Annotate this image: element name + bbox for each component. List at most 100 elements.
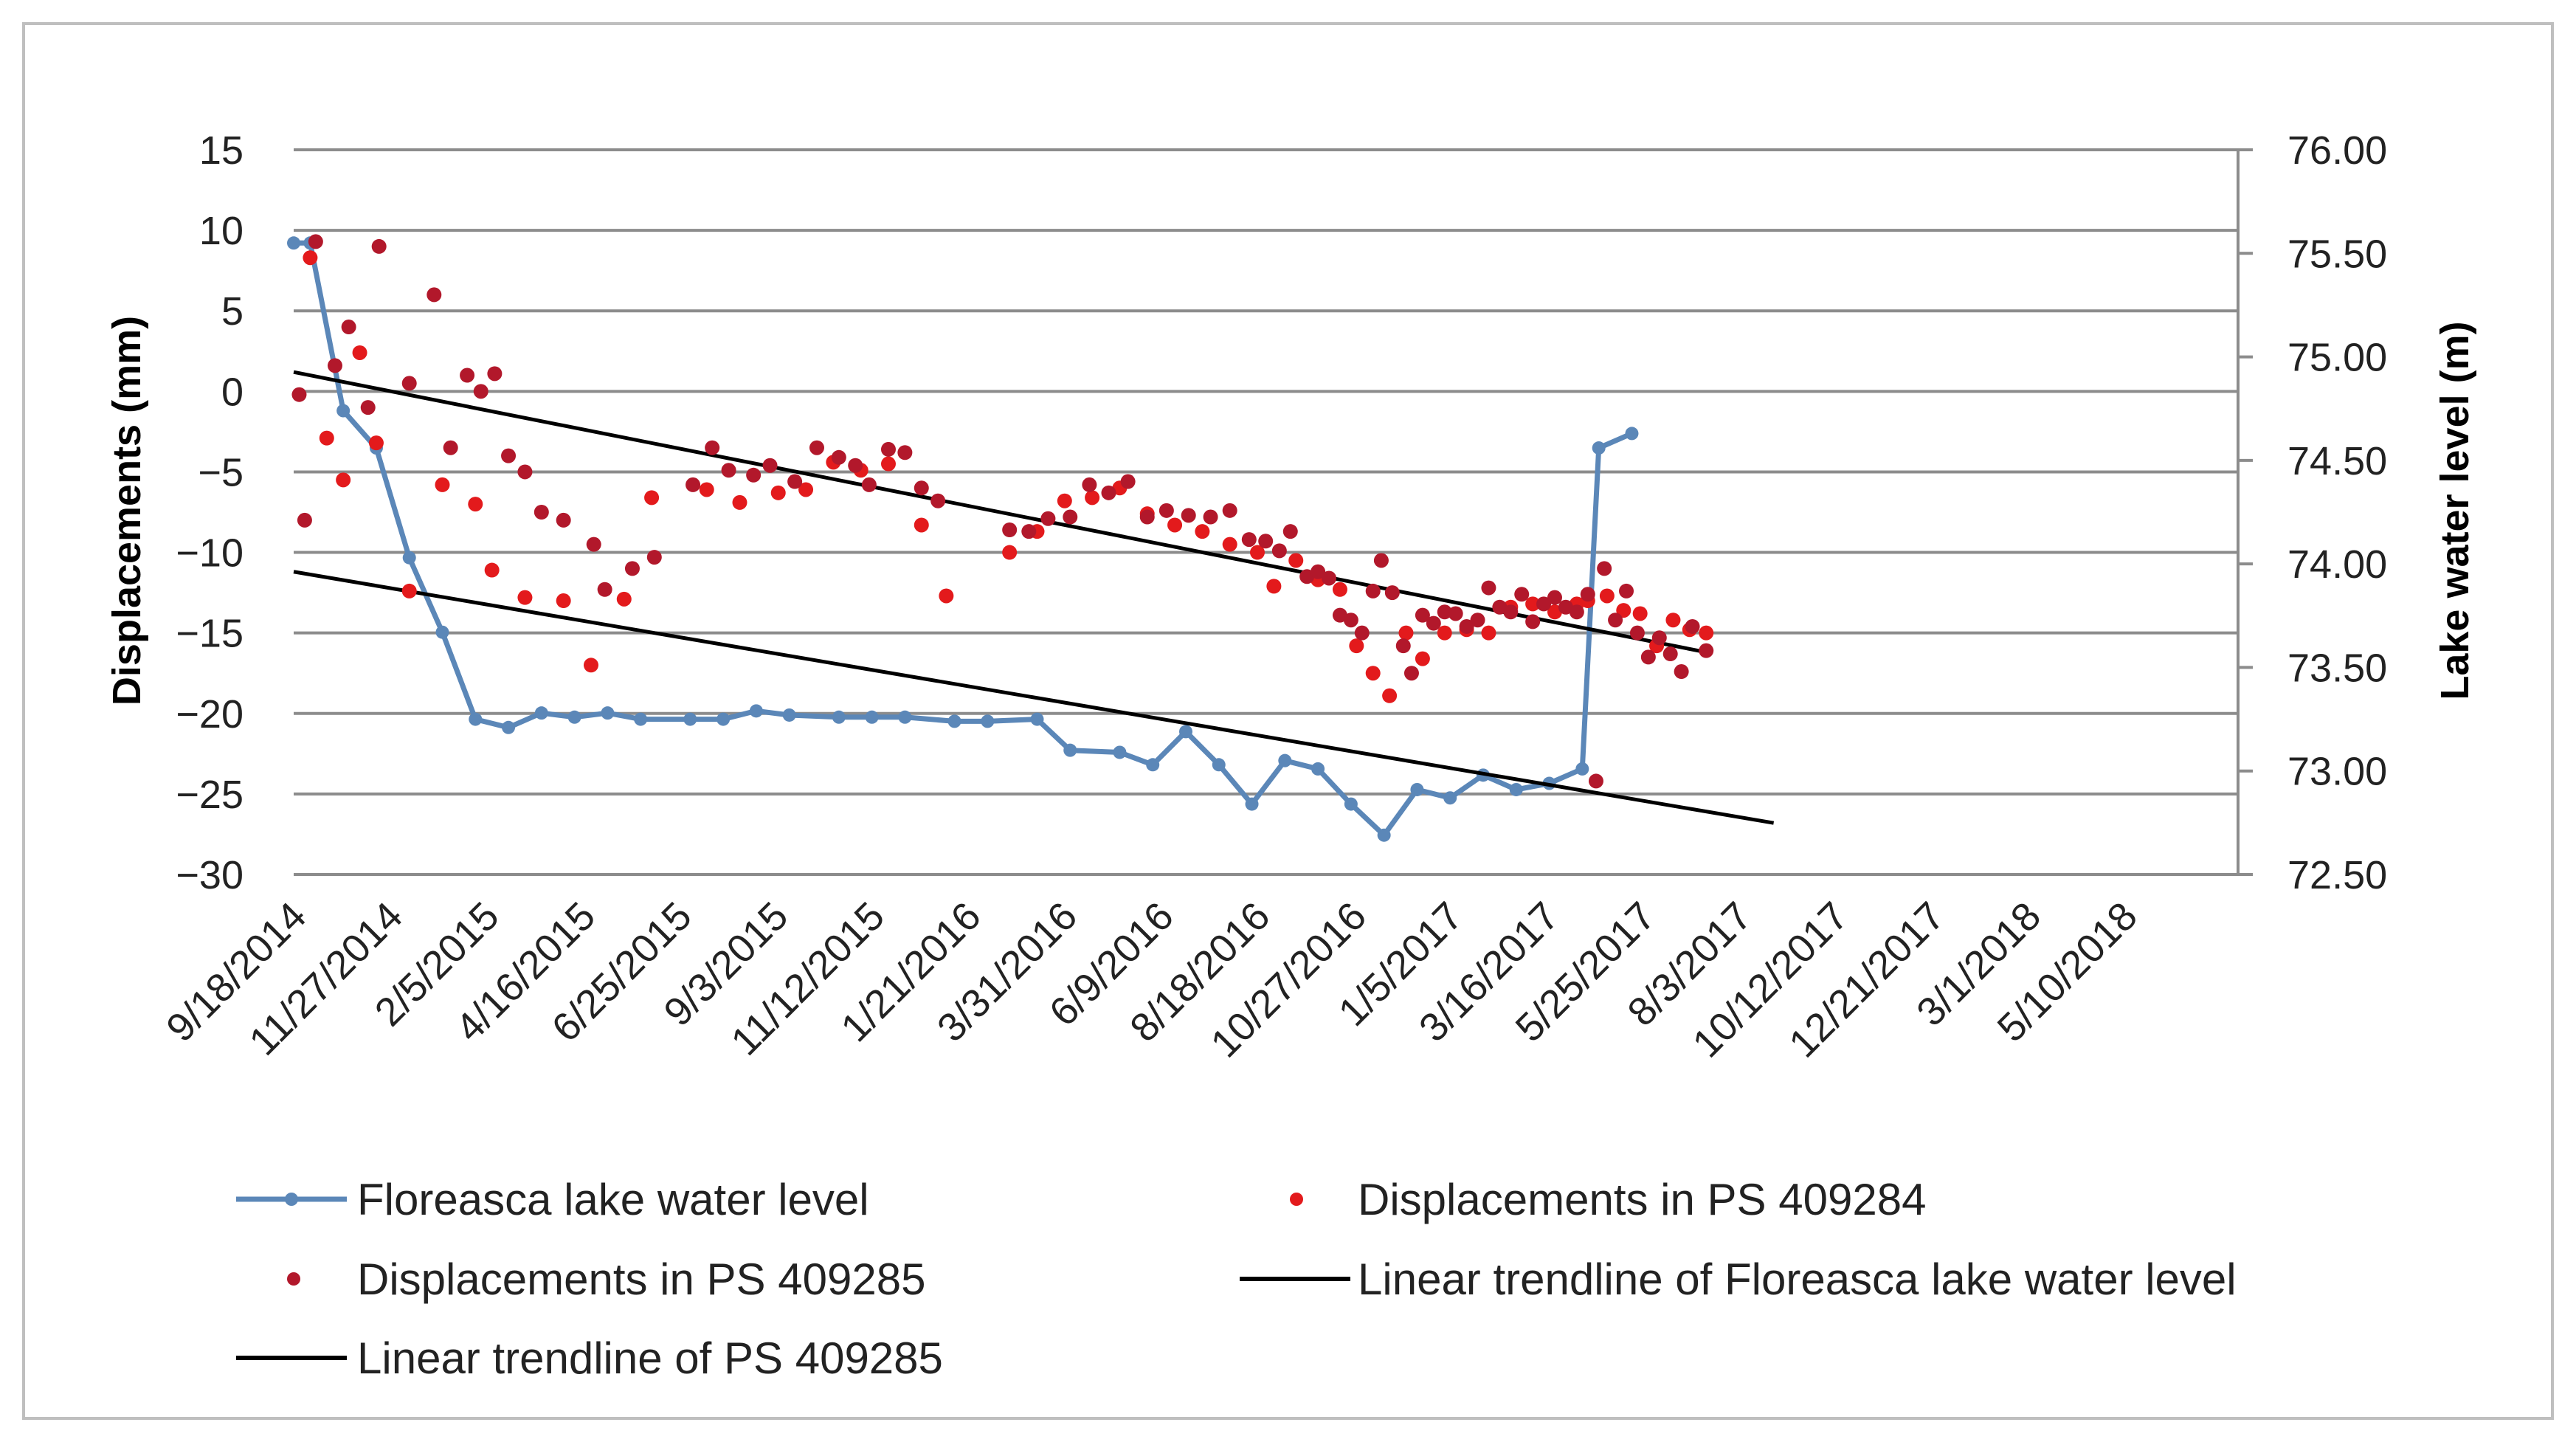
y-right-tick-label: 73.00 — [2287, 750, 2387, 794]
ps-409284-point — [556, 593, 571, 609]
ps-409285-point — [831, 449, 846, 465]
ps-409285-point — [1588, 773, 1603, 789]
ps-409284-point — [368, 435, 384, 451]
water-level-point — [1212, 758, 1226, 772]
ps-409285-point — [1459, 618, 1474, 634]
y-left-tick-label: 15 — [199, 128, 244, 173]
y-axis-left-title: Displacements (mm) — [105, 316, 149, 706]
ps-409285-point — [1343, 613, 1358, 628]
ps-409284-point — [1599, 588, 1615, 604]
ps-409284-point — [699, 482, 714, 497]
ps-409285-point — [1536, 596, 1552, 612]
ps-409285-point — [1082, 477, 1097, 492]
ps-409284-point — [352, 345, 367, 360]
legend-item-ps-409284: Displacements in PS 409284 — [1290, 1175, 1926, 1224]
ps-409285-point — [1395, 638, 1411, 654]
water-level-point — [749, 704, 763, 718]
trendline — [293, 570, 1775, 825]
ps-409285-point — [1437, 604, 1452, 620]
ps-409285-point — [624, 561, 640, 576]
ps-409285-point — [1640, 649, 1656, 665]
ps-409284-point — [336, 472, 351, 488]
ps-409285-point — [686, 477, 701, 492]
ps-409285-point — [1354, 625, 1370, 641]
ps-409284-point — [484, 562, 500, 578]
ps-409285-point — [556, 512, 571, 528]
ps-409285-point — [297, 512, 312, 528]
ps-409284-point — [770, 485, 786, 500]
ps-409285-point — [809, 440, 824, 455]
ps-409285-point — [1674, 664, 1689, 680]
ps-409285-point — [1365, 583, 1381, 598]
legend-swatch-ps-409285 — [287, 1272, 300, 1286]
ps-409285-point — [291, 387, 307, 402]
ps-409284-point — [616, 591, 632, 607]
legend-label-ps-409285: Displacements in PS 409285 — [357, 1255, 925, 1304]
water-level-point — [534, 706, 548, 720]
ps-409285-point — [1503, 604, 1519, 620]
ps-409285-point — [1158, 503, 1174, 518]
gridlines — [294, 148, 2238, 876]
ps-409284-point — [1525, 596, 1541, 612]
ps-409284-point — [1057, 493, 1072, 508]
y-left-tick-label: −15 — [176, 612, 244, 656]
legend-swatch-water-marker — [285, 1193, 298, 1206]
ps-409285-point — [1426, 615, 1441, 631]
water-level-point — [898, 710, 912, 724]
ps-409284-point — [1632, 606, 1648, 621]
ps-409285-point — [487, 366, 503, 382]
ps-409285-point — [1222, 503, 1237, 518]
water-level-point — [1575, 762, 1589, 776]
ps-409285-point — [1282, 524, 1298, 539]
ps-409285-point — [1101, 485, 1116, 500]
ps-409284-point — [303, 250, 318, 266]
ps-409285-point — [1608, 613, 1623, 628]
ps-409285-point — [460, 368, 475, 383]
ps-409285-point — [473, 384, 488, 399]
y-right-tick-label: 72.50 — [2287, 853, 2387, 897]
series-water-level — [287, 236, 1639, 842]
y-left-tick-label: 10 — [199, 209, 244, 253]
legend-item-trend-water: Linear trendline of Floreasca lake water… — [1240, 1255, 2237, 1304]
ps-409285-point — [861, 477, 877, 492]
ps-409285-point — [1685, 618, 1700, 634]
ps-409285-point — [1384, 585, 1400, 601]
water-level-point — [1443, 791, 1457, 805]
ps-409285-point — [1597, 561, 1612, 576]
ps-409284-point — [914, 517, 929, 533]
ps-409285-point — [1651, 630, 1667, 646]
water-level-point — [1625, 427, 1639, 441]
water-level-point — [1030, 712, 1044, 726]
y-left-tick-label: 5 — [221, 289, 244, 334]
ps-409284-point — [880, 456, 896, 472]
y-right-tick-label: 75.50 — [2287, 232, 2387, 276]
water-level-line — [294, 240, 1633, 838]
ps-409284-point — [1481, 625, 1496, 641]
ps-409285-point — [1525, 614, 1541, 629]
legend-label-trend-water: Linear trendline of Floreasca lake water… — [1358, 1255, 2237, 1304]
y-right-tick-label: 74.00 — [2287, 542, 2387, 587]
ps-409285-point — [1481, 580, 1496, 596]
legend-swatch-ps-409284 — [1290, 1193, 1303, 1206]
ps-409285-point — [1558, 599, 1573, 615]
ps-409285-point — [1470, 613, 1485, 628]
ps-409284-point — [939, 588, 954, 604]
ps-409284-point — [1332, 582, 1347, 597]
ps-409285-point — [1063, 509, 1078, 525]
water-level-point — [865, 710, 879, 724]
y-right-tick-label: 76.00 — [2287, 128, 2387, 173]
ps-409284-point — [1665, 613, 1681, 628]
trendline — [293, 370, 1707, 655]
ps-409284-point — [732, 494, 747, 510]
chart-frame — [22, 22, 2554, 1420]
ps-409285-point — [746, 467, 762, 483]
water-level-point — [981, 714, 995, 728]
ps-409285-point — [308, 234, 323, 249]
ps-409285-point — [1203, 509, 1218, 525]
water-level-point — [1410, 782, 1424, 796]
y-axis-right-title: Lake water level (m) — [2433, 321, 2477, 700]
left-axis-ticks: 15 10 5 0 −5 −10 −15 −20 −25 −30 — [176, 128, 244, 897]
ps-409285-point — [646, 550, 662, 565]
ps-409285-point — [1299, 569, 1315, 584]
ps-409285-point — [721, 463, 736, 478]
